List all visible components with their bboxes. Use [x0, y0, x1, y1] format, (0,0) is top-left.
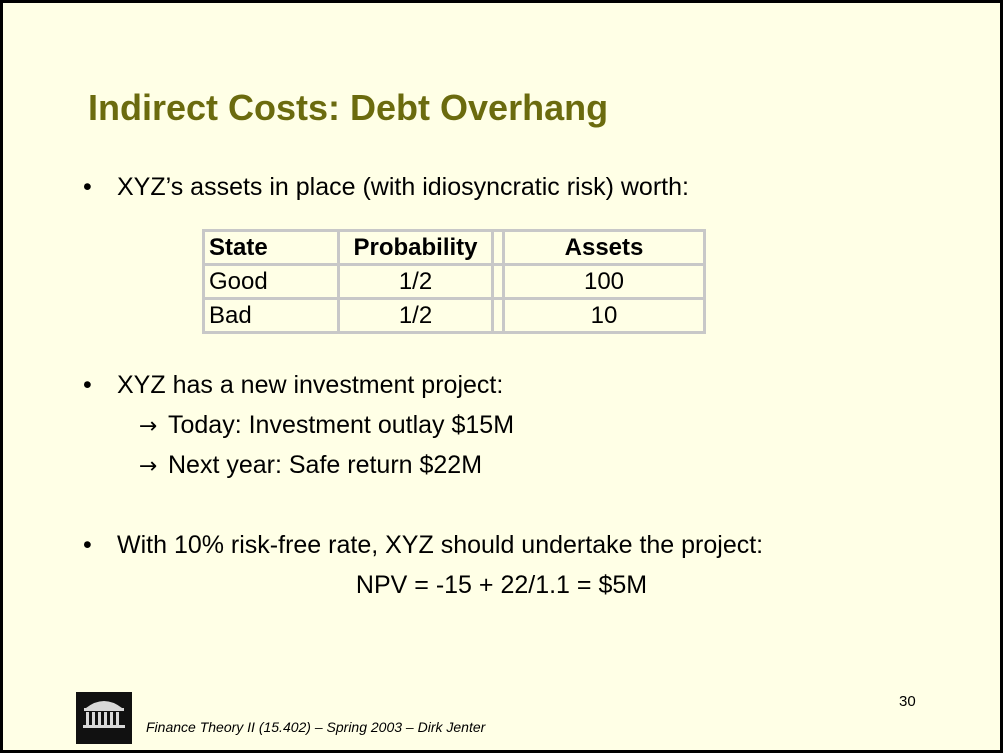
arrow-right-icon: → [138, 454, 158, 479]
table-header-row: State Probability Assets [202, 229, 706, 266]
arrow-right-icon: → [138, 414, 158, 439]
cell-probability: 1/2 [337, 297, 494, 334]
bullet-text: XYZ has a new investment project: [117, 371, 504, 399]
mit-sloan-logo [76, 692, 132, 744]
cell-probability: 1/2 [337, 263, 494, 300]
bullet-assets-in-place: • XYZ’s assets in place (with idiosyncrat… [83, 173, 689, 202]
bullet-icon: • [83, 371, 92, 399]
cell-assets: 100 [502, 263, 706, 300]
header-state: State [202, 229, 340, 266]
bullet-icon: • [83, 173, 92, 201]
bullet-icon: • [83, 531, 92, 559]
sub-bullet-text: Today: Investment outlay $15M [168, 411, 515, 439]
header-assets: Assets [502, 229, 706, 266]
footer-text: Finance Theory II (15.402) – Spring 2003… [146, 719, 486, 735]
table-row: Bad 1/2 10 [202, 297, 706, 334]
page-number: 30 [899, 693, 916, 710]
bullet-text: XYZ’s assets in place (with idiosyncrati… [117, 173, 689, 201]
sub-bullet-text: Next year: Safe return $22M [168, 451, 483, 479]
table-gap-cell [491, 229, 505, 266]
slide-title: Indirect Costs: Debt Overhang [88, 87, 609, 128]
cell-assets: 10 [502, 297, 706, 334]
assets-table: State Probability Assets Good 1/2 100 Ba… [202, 229, 706, 334]
dome-icon [76, 692, 132, 744]
table-row: Good 1/2 100 [202, 263, 706, 300]
table-gap-cell [491, 297, 505, 334]
cell-state: Good [202, 263, 340, 300]
bullet-new-project: • XYZ has a new investment project: [83, 371, 503, 400]
header-probability: Probability [337, 229, 494, 266]
sub-bullet-today: → Today: Investment outlay $15M [128, 411, 514, 440]
table-gap-cell [491, 263, 505, 300]
bullet-text: With 10% risk-free rate, XYZ should unde… [117, 531, 764, 559]
npv-formula: NPV = -15 + 22/1.1 = $5M [355, 571, 648, 599]
bullet-risk-free-rate: • With 10% risk-free rate, XYZ should und… [83, 531, 763, 560]
sub-bullet-next-year: → Next year: Safe return $22M [128, 451, 482, 480]
cell-state: Bad [202, 297, 340, 334]
